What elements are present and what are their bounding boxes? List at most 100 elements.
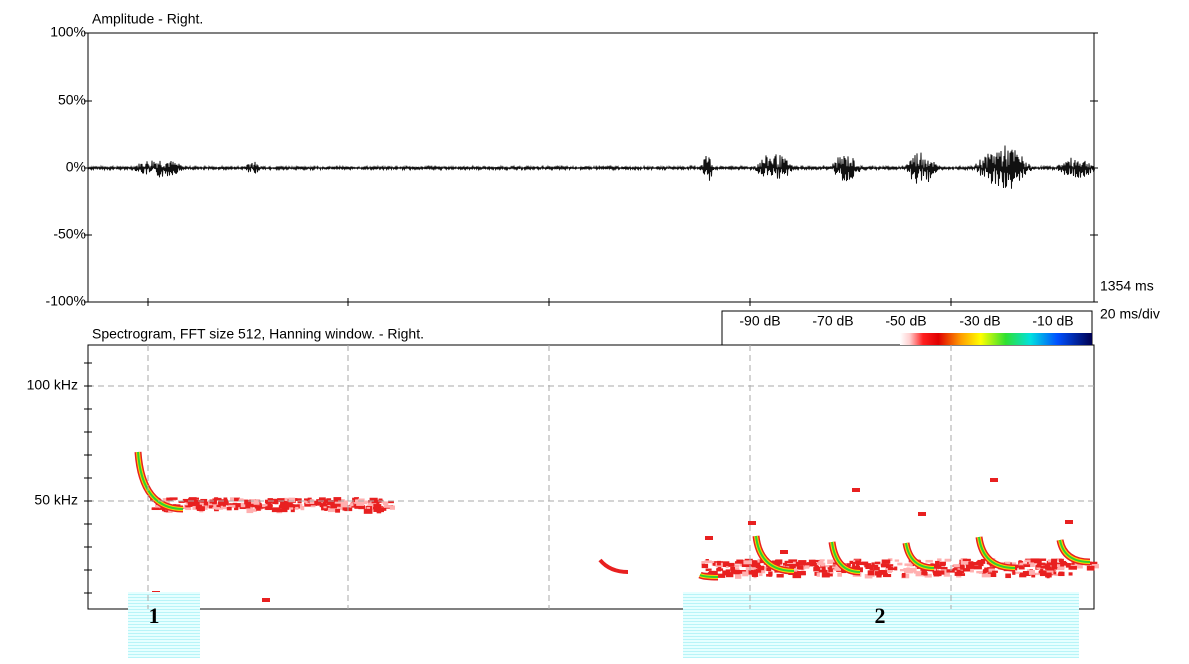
spectrum-noise [811, 562, 819, 567]
spectrum-noise [990, 478, 998, 482]
spectrum-noise [701, 563, 709, 569]
spectrum-noise [1054, 573, 1062, 577]
spectrum-noise [885, 564, 894, 567]
spectrum-noise [788, 559, 798, 562]
db-label: -90 dB [739, 313, 780, 329]
spectrum-noise [880, 563, 886, 567]
db-label: -10 dB [1032, 313, 1073, 329]
spectrum-noise [987, 567, 995, 570]
spectrum-noise [771, 560, 778, 565]
spectrum-noise [982, 569, 987, 574]
spectrum-noise [339, 500, 349, 506]
spectrum-noise [937, 558, 942, 562]
spectrum-noise [283, 497, 291, 501]
spectrum-noise [956, 569, 961, 574]
spectrum-noise [363, 508, 373, 514]
spectrum-noise [980, 558, 986, 564]
spectrum-noise [281, 501, 288, 504]
spectrum-noise [981, 573, 991, 578]
annotation-box [683, 592, 1079, 658]
spectrum-noise [782, 562, 792, 567]
spectrum-noise [218, 502, 227, 506]
spectrum-noise [1058, 558, 1064, 563]
spectrum-noise [701, 560, 706, 565]
spectrum-noise [792, 573, 802, 579]
spectrum-noise [884, 568, 893, 573]
spectrum-noise [1044, 566, 1052, 570]
spectrum-noise [274, 502, 279, 505]
spectrum-noise [1046, 573, 1050, 579]
spectrum-noise [943, 572, 950, 577]
spectrum-noise [973, 561, 980, 566]
spectrum-noise [935, 560, 940, 566]
spectrum-noise [383, 505, 392, 508]
spectrum-noise [333, 497, 342, 502]
spectrum-noise [1018, 566, 1025, 570]
spectrum-noise [270, 498, 279, 502]
spectrum-noise [212, 499, 217, 504]
spectrum-noise [726, 571, 731, 576]
spectrum-noise [233, 499, 241, 502]
spectrum-noise [1038, 558, 1047, 561]
spectrum-noise [774, 559, 783, 565]
spectrum-noise [1031, 573, 1036, 578]
spectrum-noise [238, 498, 244, 501]
spectrum-noise [978, 562, 984, 567]
spectrum-noise [717, 560, 721, 566]
db-label: -50 dB [885, 313, 926, 329]
spectrum-noise [1039, 570, 1047, 573]
spectrum-noise [256, 505, 261, 511]
spectrum-noise [151, 507, 160, 511]
spectrum-noise [705, 536, 713, 540]
spectrum-noise [880, 570, 887, 575]
spectrum-noise [958, 570, 965, 574]
spectrum-noise [855, 560, 861, 563]
spectrum-noise [992, 570, 998, 573]
spectrum-noise [757, 565, 765, 571]
spectrum-noise [281, 508, 288, 513]
spectrum-noise [260, 504, 264, 509]
spectrum-noise [1028, 560, 1035, 565]
y-tick-label: 100 kHz [27, 377, 78, 393]
spectrum-noise [743, 560, 752, 565]
spectrum-noise [184, 505, 191, 509]
spectrum-noise [708, 570, 718, 575]
spectrum-noise [295, 506, 299, 510]
spectrum-noise [1040, 568, 1044, 572]
spectrum-noise [712, 562, 719, 566]
spectrum-noise [335, 508, 341, 513]
spectrum-noise [741, 562, 750, 568]
spectrum-noise [925, 559, 933, 563]
spectrum-noise [244, 499, 252, 505]
spectrum-noise [976, 561, 981, 564]
spectrum-noise [240, 502, 246, 508]
spectrum-noise [742, 571, 749, 577]
spectrum-noise [192, 505, 198, 510]
spectrum-noise [918, 512, 926, 516]
spectrum-noise [163, 508, 169, 513]
spectrum-noise [222, 506, 230, 510]
spectrum-noise [222, 504, 226, 509]
spectrum-noise [339, 505, 348, 509]
spectrum-noise [739, 561, 743, 567]
spectrum-noise [1065, 562, 1070, 568]
spectrum-noise [953, 564, 960, 568]
spectrum-noise [303, 498, 310, 501]
spectrum-noise [1071, 562, 1075, 565]
spectrum-noise [728, 562, 735, 567]
spectrum-noise [1028, 570, 1036, 575]
spectrum-noise [798, 560, 807, 566]
spectrum-noise [1051, 567, 1058, 570]
spectrum-noise [965, 564, 975, 570]
spectrum-noise [1018, 560, 1022, 563]
spectrum-noise [864, 564, 870, 568]
spectrum-noise [354, 503, 363, 509]
spectrum-noise [793, 572, 801, 576]
annotation-box [128, 592, 200, 658]
spectrum-noise [814, 571, 819, 576]
spectrum-noise [310, 505, 316, 508]
call [137, 451, 184, 510]
spectrum-noise [809, 561, 817, 564]
spectrum-noise [722, 570, 729, 576]
